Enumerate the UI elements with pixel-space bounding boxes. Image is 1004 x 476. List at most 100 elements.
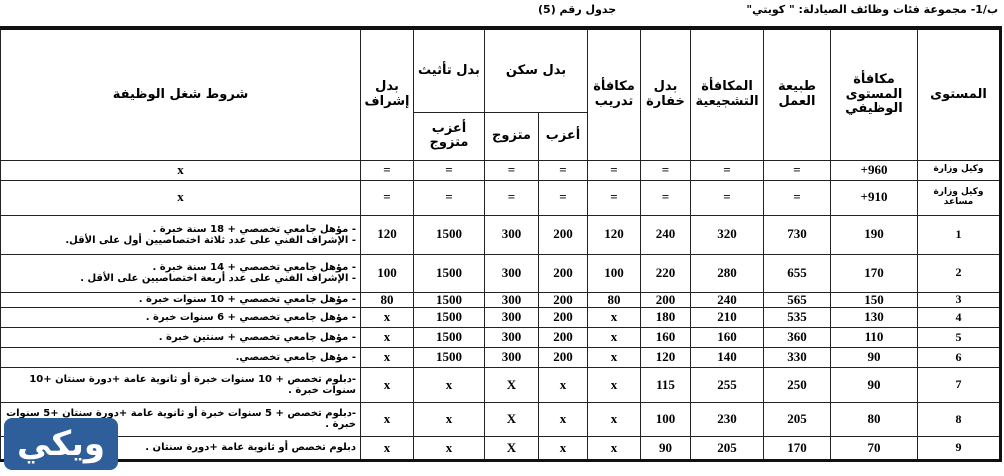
cell-supervision: x <box>360 326 414 348</box>
cell-furniture: x <box>413 366 485 403</box>
table-row: 1 190 730 320 240 120 200 300 1500 120- مؤهل جامع… <box>0 214 1001 255</box>
header-training: مكافأة تدريب <box>587 27 641 161</box>
cell-training: 80 <box>587 291 641 308</box>
cell-single: = <box>538 159 588 181</box>
table-row: 3 150 565 240 200 80 200 300 1500 80- مؤهل جامعي … <box>0 291 1001 308</box>
header-housing-single: أعزب <box>538 111 588 161</box>
cell-grade-reward: 910+ <box>830 179 918 216</box>
cell-grade-reward: 190 <box>830 214 918 255</box>
cell-supervision: x <box>360 306 414 328</box>
cell-level: 9 <box>917 435 1001 461</box>
cell-supervision: x <box>360 366 414 403</box>
cell-furniture: = <box>413 179 485 216</box>
cell-grade-reward: 90 <box>830 346 918 368</box>
cell-supervision: x <box>360 435 414 461</box>
cell-furniture: = <box>413 159 485 181</box>
cell-work-nature: 730 <box>763 214 831 255</box>
cell-level: 6 <box>917 346 1001 368</box>
cell-furniture: 1500 <box>413 346 485 368</box>
cell-incentive: 240 <box>690 291 764 308</box>
cell-single: 200 <box>538 346 588 368</box>
cell-work-nature: 535 <box>763 306 831 328</box>
cell-guard: 120 <box>640 346 691 368</box>
cell-supervision: = <box>360 179 414 216</box>
cell-single: x <box>538 435 588 461</box>
cell-married: X <box>484 435 539 461</box>
cell-supervision: 100 <box>360 253 414 293</box>
cell-conditions: - مؤهل جامعي تخصصي + 18 سنة خبرة . - الإ… <box>0 214 361 255</box>
table-row: 2 170 655 280 220 100 200 300 1500 100- مؤهل جامع… <box>0 253 1001 293</box>
header-incentive: المكافأة التشجيعية <box>690 27 764 161</box>
cell-level: 8 <box>917 401 1001 437</box>
cell-grade-reward: 110 <box>830 326 918 348</box>
cell-training: = <box>587 159 641 181</box>
cell-incentive: 320 <box>690 214 764 255</box>
cell-training: x <box>587 326 641 348</box>
cell-level: 7 <box>917 366 1001 403</box>
cell-level: 5 <box>917 326 1001 348</box>
cell-training: = <box>587 179 641 216</box>
cell-training: x <box>587 366 641 403</box>
cell-supervision: 80 <box>360 291 414 308</box>
cell-single: 200 <box>538 253 588 293</box>
cell-guard: 100 <box>640 401 691 437</box>
cell-grade-reward: 150 <box>830 291 918 308</box>
cell-incentive: 280 <box>690 253 764 293</box>
cell-conditions: x <box>0 179 361 216</box>
cell-incentive: = <box>690 159 764 181</box>
cell-incentive: 205 <box>690 435 764 461</box>
cell-conditions: - مؤهل جامعي تخصصي + سنتين خبرة . <box>0 326 361 348</box>
cell-level: 3 <box>917 291 1001 308</box>
cell-work-nature: 205 <box>763 401 831 437</box>
cell-single: x <box>538 401 588 437</box>
header-guard: بدل خفارة <box>640 27 691 161</box>
cell-work-nature: 360 <box>763 326 831 348</box>
cell-grade-reward: 80 <box>830 401 918 437</box>
cell-work-nature: 250 <box>763 366 831 403</box>
cell-married: 300 <box>484 306 539 328</box>
header-furniture-sub: أعزب متزوج <box>413 111 485 161</box>
cell-grade-reward: 90 <box>830 366 918 403</box>
cell-training: x <box>587 306 641 328</box>
cell-incentive: 210 <box>690 306 764 328</box>
cell-level: 1 <box>917 214 1001 255</box>
header-grade-reward: مكافأة المستوى الوظيفي <box>830 27 918 161</box>
cell-furniture: 1500 <box>413 291 485 308</box>
cell-furniture: 1500 <box>413 306 485 328</box>
cell-supervision: x <box>360 346 414 368</box>
cell-conditions: x <box>0 159 361 181</box>
cell-single: 200 <box>538 214 588 255</box>
cell-work-nature: 330 <box>763 346 831 368</box>
cell-level: وكيل وزارة <box>917 159 1001 181</box>
cell-furniture: 1500 <box>413 214 485 255</box>
cell-furniture: x <box>413 435 485 461</box>
cell-work-nature: 170 <box>763 435 831 461</box>
cell-training: 100 <box>587 253 641 293</box>
cell-guard: 160 <box>640 326 691 348</box>
salary-table: المستوى مكافأة المستوى الوظيفي طبيعة الع… <box>0 26 1002 462</box>
cell-work-nature: 655 <box>763 253 831 293</box>
cell-incentive: 230 <box>690 401 764 437</box>
header-level: المستوى <box>917 27 1001 161</box>
cell-incentive: 255 <box>690 366 764 403</box>
cell-guard: 200 <box>640 291 691 308</box>
cell-furniture: x <box>413 401 485 437</box>
header-furniture: بدل تأثيث <box>413 27 485 113</box>
cell-conditions: -دبلوم تخصص + 10 سنوات خبرة أو ثانوية عا… <box>0 366 361 403</box>
cell-married: = <box>484 159 539 181</box>
cell-conditions: - مؤهل جامعي تخصصي + 10 سنوات خبرة . <box>0 291 361 308</box>
cell-single: 200 <box>538 326 588 348</box>
cell-single: 200 <box>538 306 588 328</box>
table-row: 6 90 330 140 120 x 200 300 1500 x - مؤهل جامعي تخص… <box>0 346 1001 368</box>
cell-incentive: = <box>690 179 764 216</box>
table-row: وكيل وزارة مساعد 910+ = = = = = = = = x <box>0 179 1001 216</box>
cell-conditions: - مؤهل جامعي تخصصي. <box>0 346 361 368</box>
cell-guard: 115 <box>640 366 691 403</box>
logo-text: ويكي <box>16 424 106 464</box>
cell-single: = <box>538 179 588 216</box>
cell-married: 300 <box>484 253 539 293</box>
cell-training: x <box>587 346 641 368</box>
cell-married: X <box>484 401 539 437</box>
